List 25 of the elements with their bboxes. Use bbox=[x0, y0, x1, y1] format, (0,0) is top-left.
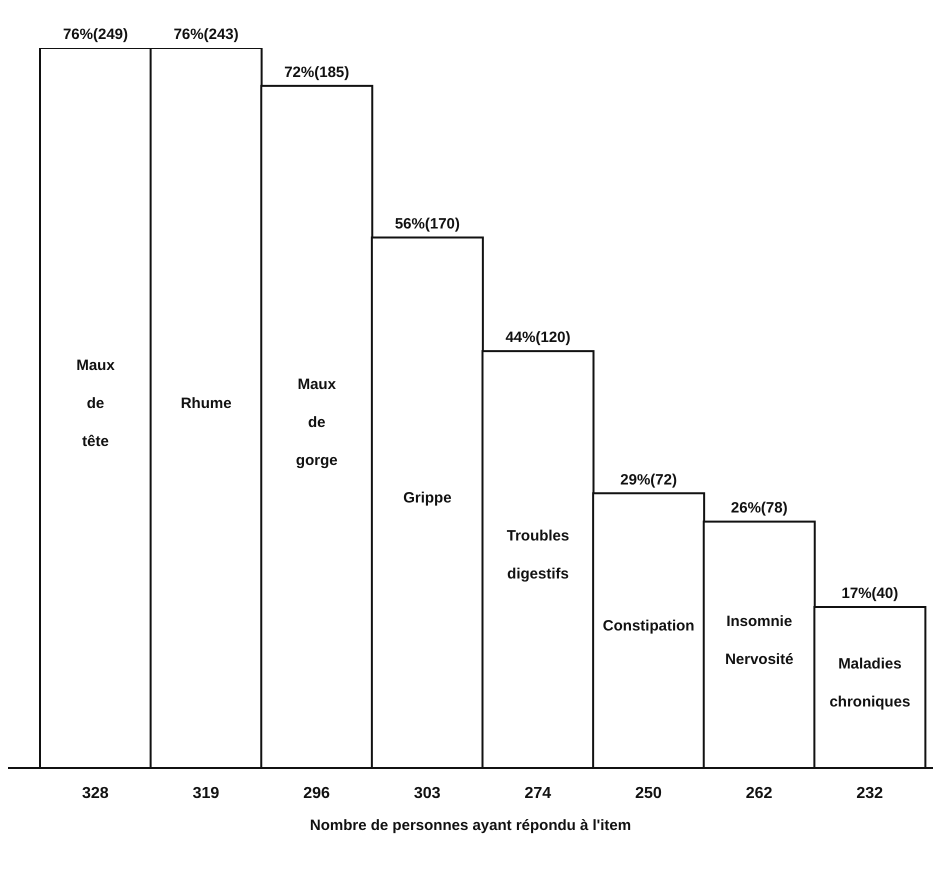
text: 303 bbox=[414, 785, 441, 802]
category-label: Maladies chroniques bbox=[829, 655, 910, 710]
data-label: 44%(120) bbox=[505, 329, 571, 346]
category-label: Maux de gorge bbox=[296, 376, 338, 469]
text: 250 bbox=[635, 785, 662, 802]
text: 262 bbox=[746, 785, 773, 802]
category-label: Insomnie Nervosité bbox=[725, 612, 794, 668]
data-label: 76%(249) bbox=[62, 26, 128, 43]
data-label: 26%(78) bbox=[730, 500, 788, 517]
x-axis-title: Nombre de personnes ayant répondu à l'item bbox=[310, 817, 632, 834]
x-tick-label: Constipation bbox=[602, 618, 694, 635]
category-label: Maux de tête bbox=[76, 357, 115, 450]
text: 319 bbox=[192, 785, 220, 802]
data-label: 76%(243) bbox=[174, 26, 239, 43]
text: 232 bbox=[856, 785, 884, 802]
text: 274 bbox=[524, 785, 552, 802]
x-tick-label: Grippe bbox=[403, 490, 452, 507]
text: 328 bbox=[82, 785, 109, 802]
text: 296 bbox=[303, 785, 330, 802]
category-label: Troubles digestifs bbox=[506, 528, 570, 583]
data-label: 56%(170) bbox=[394, 215, 460, 232]
x-tick-label: Rhume bbox=[180, 395, 232, 412]
data-label: 29%(72) bbox=[620, 471, 677, 488]
data-label: 72%(185) bbox=[284, 64, 350, 81]
data-label: 17%(40) bbox=[842, 584, 898, 602]
